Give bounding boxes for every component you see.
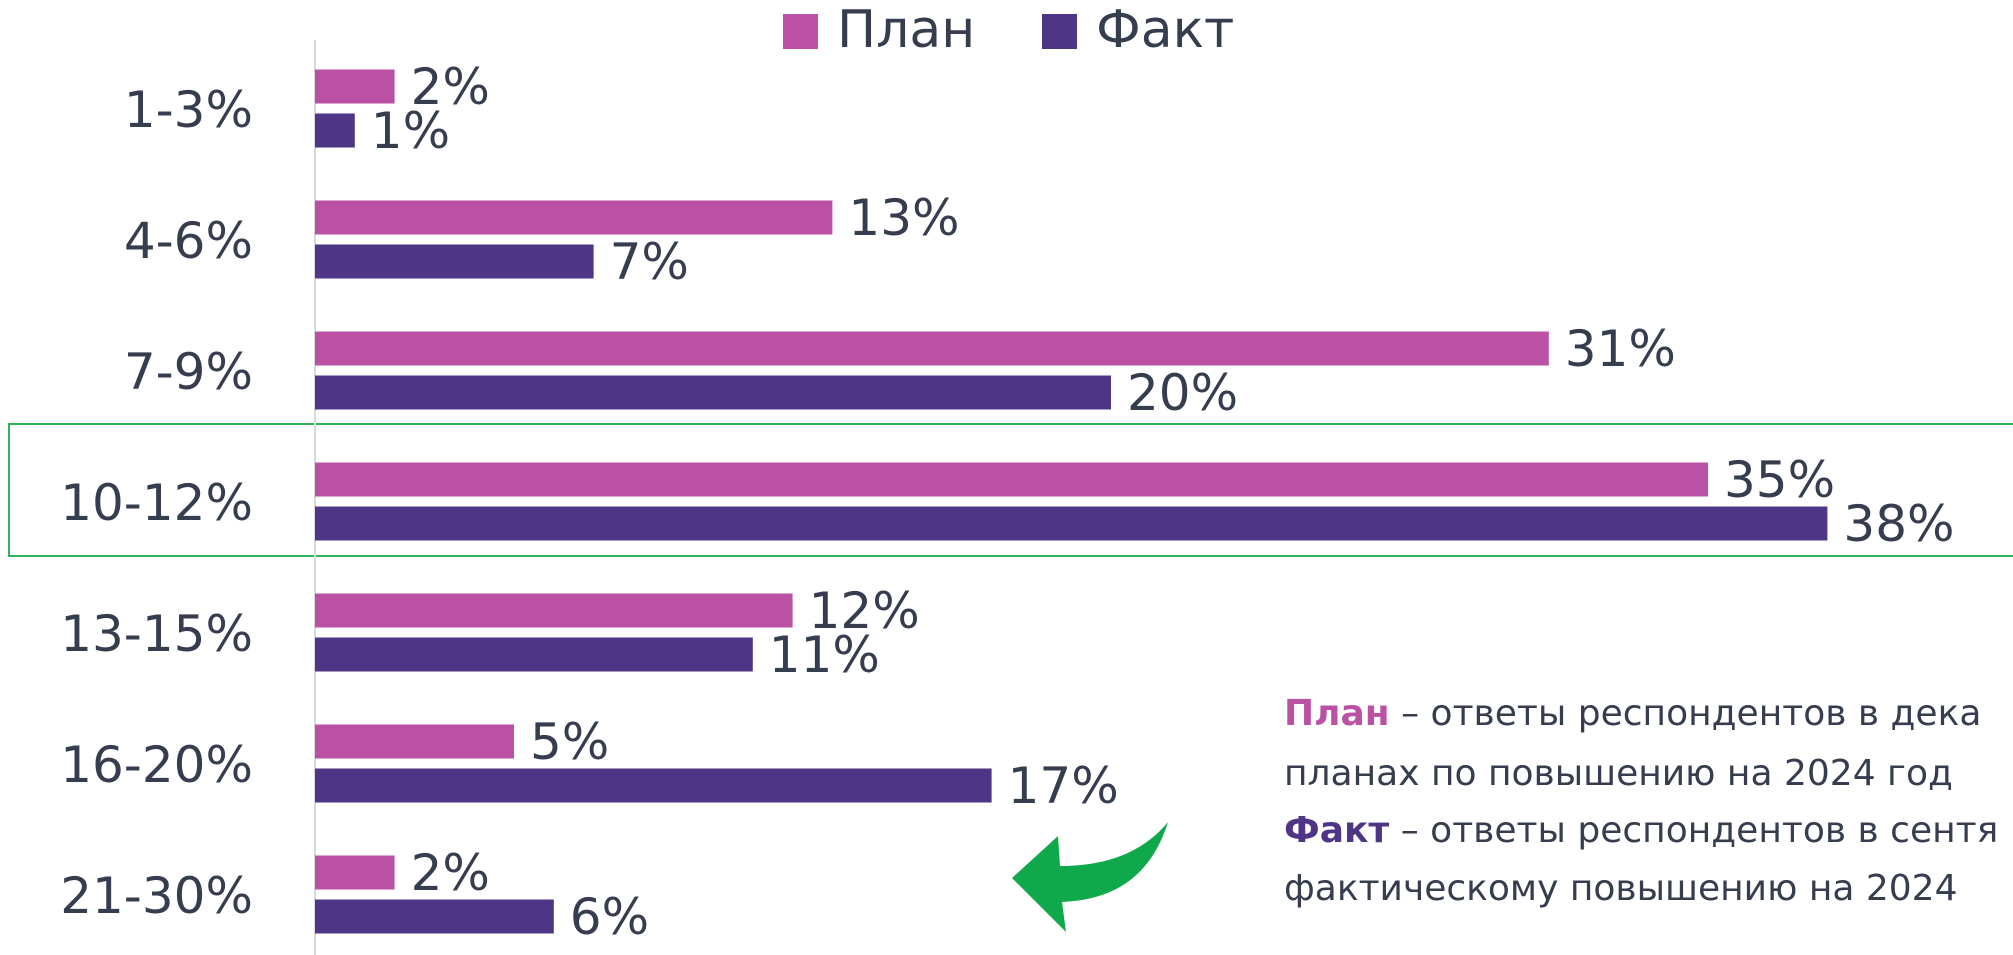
bar: [315, 506, 1828, 541]
category-label: 4-6%: [124, 212, 253, 270]
bar: [315, 899, 554, 934]
category-label: 10-12%: [60, 474, 253, 532]
category-label: 7-9%: [124, 343, 253, 401]
bar: [315, 593, 793, 628]
note-line: План – ответы респондентов в дека: [1284, 693, 1981, 734]
value-label: 35%: [1724, 451, 1835, 509]
bar: [315, 331, 1549, 366]
note-line: фактическому повышению на 2024: [1284, 868, 1957, 909]
value-label: 6%: [570, 888, 649, 946]
value-label: 12%: [809, 582, 920, 640]
bar: [315, 637, 753, 672]
bar: [315, 768, 992, 803]
arrow: [1012, 822, 1168, 932]
value-label: 2%: [411, 844, 490, 902]
note-text: – ответы респондентов в дека: [1390, 693, 1982, 734]
note-term: Факт: [1284, 810, 1389, 851]
bar: [315, 200, 833, 235]
bar: [315, 244, 594, 279]
legend-swatch: [1042, 14, 1077, 49]
value-label: 13%: [848, 189, 959, 247]
bar: [315, 855, 395, 890]
bar: [315, 462, 1708, 497]
value-label: 11%: [769, 626, 880, 684]
value-label: 2%: [411, 58, 490, 116]
value-label: 1%: [371, 102, 450, 160]
category-label: 13-15%: [60, 605, 253, 663]
value-label: 31%: [1565, 320, 1676, 378]
value-label: 38%: [1843, 495, 1954, 553]
note-line: Факт – ответы респондентов в сентя: [1284, 810, 1998, 851]
note-line: планах по повышению на 2024 год: [1284, 753, 1953, 794]
category-label: 1-3%: [124, 81, 253, 139]
value-label: 20%: [1127, 364, 1238, 422]
bar: [315, 724, 514, 759]
legend-label: План: [837, 0, 975, 60]
category-label: 16-20%: [60, 736, 253, 794]
value-label: 17%: [1008, 757, 1119, 815]
legend-label: Факт: [1096, 0, 1234, 60]
note-text: планах по повышению на 2024 год: [1284, 753, 1953, 794]
highlight-box: [8, 423, 2013, 557]
note-text: – ответы респондентов в сентя: [1389, 810, 1998, 851]
bar: [315, 69, 395, 104]
note-term: План: [1284, 693, 1390, 734]
bar: [315, 113, 355, 148]
bar: [315, 375, 1111, 410]
note-text: фактическому повышению на 2024: [1284, 868, 1957, 909]
value-label: 7%: [610, 233, 689, 291]
category-label: 21-30%: [60, 867, 253, 925]
value-label: 5%: [530, 713, 609, 771]
legend-swatch: [783, 14, 818, 49]
